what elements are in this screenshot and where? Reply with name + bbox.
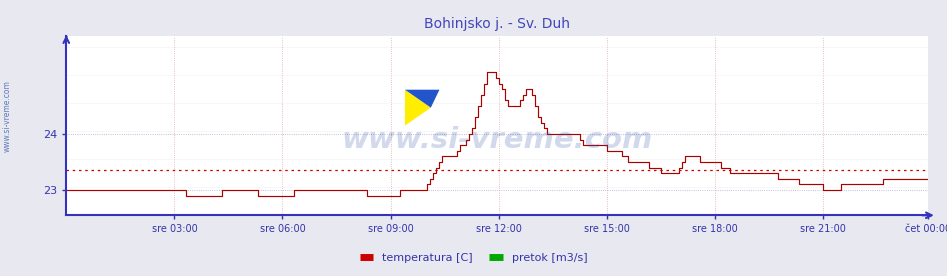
Polygon shape — [405, 90, 439, 108]
Text: www.si-vreme.com: www.si-vreme.com — [3, 80, 12, 152]
Polygon shape — [405, 90, 431, 126]
Title: Bohinjsko j. - Sv. Duh: Bohinjsko j. - Sv. Duh — [424, 17, 570, 31]
Legend: temperatura [C], pretok [m3/s]: temperatura [C], pretok [m3/s] — [355, 249, 592, 268]
Text: www.si-vreme.com: www.si-vreme.com — [342, 126, 652, 154]
